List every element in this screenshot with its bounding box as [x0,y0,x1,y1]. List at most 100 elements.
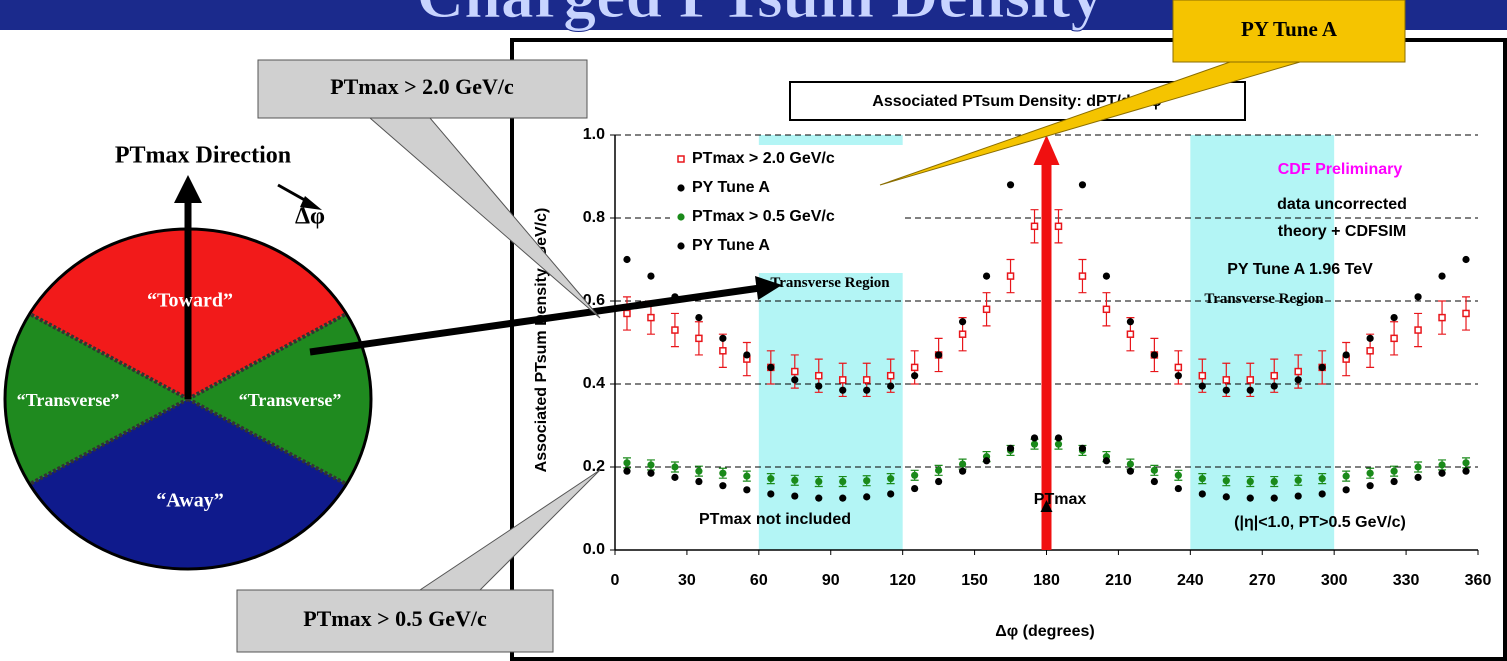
x-axis-label: Δφ (degrees) [995,623,1094,640]
data-point [1390,334,1398,343]
data-point [623,459,631,467]
data-point [695,477,703,486]
data-point [743,472,751,480]
data-point [647,461,655,469]
y-tick-label: 1.0 [583,126,605,143]
x-tick-label: 90 [822,572,840,589]
data-point [623,255,631,264]
data-point [1366,334,1374,342]
data-point [1078,272,1087,280]
data-point [1030,222,1039,231]
data-point [1006,444,1015,452]
legend-marker [677,242,685,250]
legend-label: PY Tune A [692,179,770,196]
away-label: “Away” [156,490,223,512]
data-point [911,484,919,493]
data-point [1126,330,1135,338]
data-point [1414,463,1422,471]
data-point [1390,477,1398,486]
data-point [1390,467,1398,475]
data-point [935,351,943,359]
arrow-head [300,196,322,210]
callout [1172,0,1406,63]
data-point [910,363,919,372]
data-point [1222,493,1230,501]
data-point [1006,181,1015,189]
data-point [1126,467,1135,475]
data-point [623,467,631,475]
data-point [719,334,727,342]
data-point [1294,476,1302,484]
data-point [1222,376,1231,384]
data-point [1270,371,1278,380]
data-point [1414,293,1422,301]
x-tick-label: 120 [889,572,916,589]
y-tick-label: 0.8 [583,209,605,226]
data-point [719,482,727,490]
data-point [1438,272,1446,280]
data-point [1030,434,1039,442]
data-point [911,471,919,479]
data-point [1318,363,1326,371]
transverse-sector [188,314,371,484]
x-tick-label: 0 [611,572,620,589]
data-point [791,367,799,376]
data-point [647,272,655,280]
y-tick-label: 0.2 [583,458,605,475]
data-point [647,313,655,322]
slide-title: Charged PTsum Density [417,0,1104,32]
diagram: PTmax Direction Δφ “Toward” “Transverse”… [3,143,373,571]
data-point [1414,326,1422,334]
data-point [1150,351,1158,359]
data-point [1174,471,1182,479]
annotation-box: Transverse Region [770,275,889,291]
data-point [958,318,967,326]
legend-label: PY Tune A [692,237,770,254]
data-point [1294,367,1302,376]
data-point [1294,492,1302,500]
callout [257,59,588,119]
data-point [695,314,703,322]
annotation: PTmax [1034,491,1087,508]
legend-marker [677,184,685,192]
x-tick-label: 30 [678,572,696,589]
data-point [1294,376,1302,384]
data-point [982,272,991,280]
x-tick-label: 150 [961,572,988,589]
data-point [1318,490,1326,498]
transverse-label: “Transverse” [239,390,342,410]
annotation: data uncorrected [1277,196,1407,213]
data-point [1246,386,1254,394]
data-point [1342,486,1350,494]
data-point [1054,440,1063,448]
annotation-box: Transverse Region [1204,291,1323,307]
overlay: Associated PTsum Density: dPT/dηdφ Assoc… [236,0,1407,653]
legend-marker [677,155,685,163]
data-point [1366,469,1374,477]
x-tick-label: 60 [750,572,768,589]
x-tick-label: 210 [1105,572,1132,589]
data-point [671,473,679,481]
pointer-arrow [309,284,761,356]
data-point [1222,386,1230,394]
data-point [1462,255,1470,264]
data-point [887,490,895,498]
data-point [1150,477,1158,486]
ptmax-arrow-head [1033,135,1060,165]
annotation: (|η|<1.0, PT>0.5 GeV/c) [1234,514,1406,531]
data-point [815,494,823,502]
data-point [1126,460,1135,468]
data-point [863,477,871,485]
data-point [958,467,967,475]
data-point [1174,484,1182,493]
data-point [1414,473,1422,481]
data-point [1438,461,1446,469]
data-point [1462,459,1470,467]
data-point [958,460,967,468]
ptmax-marker [1040,500,1053,512]
data-point [863,386,871,394]
data-point [982,305,991,314]
data-point [982,457,991,465]
data-point [719,347,727,355]
data-point [1390,314,1398,322]
